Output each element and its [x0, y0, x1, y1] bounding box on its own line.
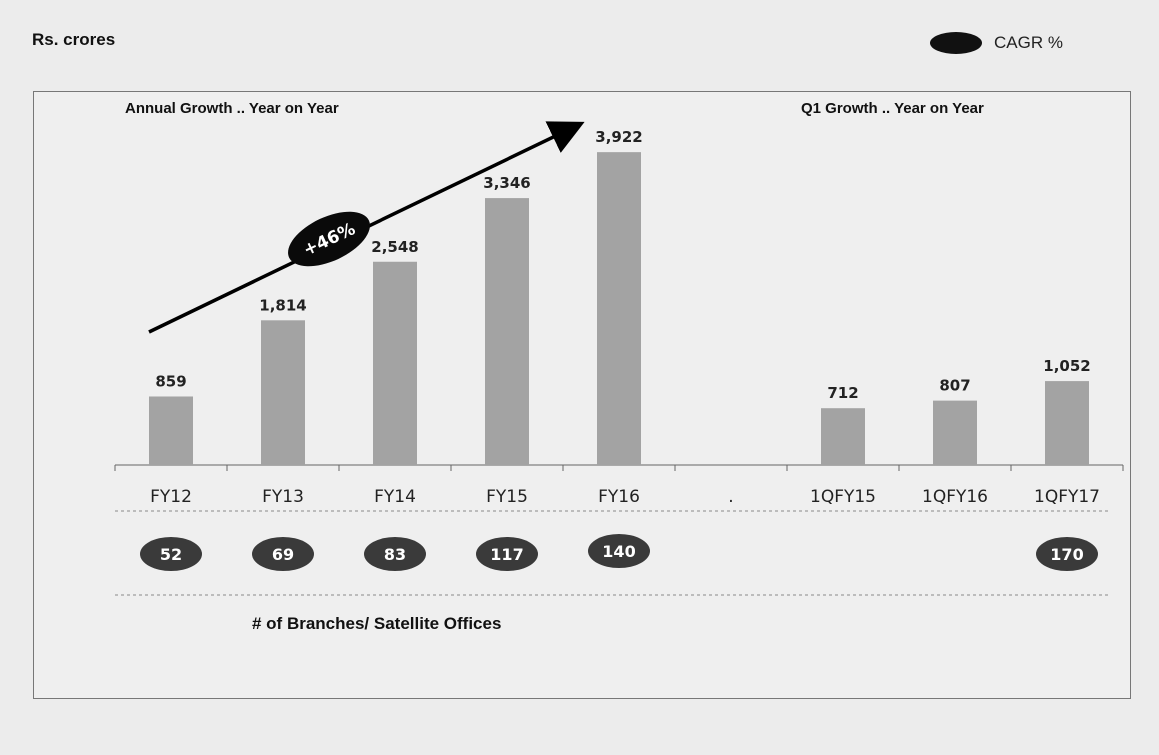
x-tick-label: FY13 [262, 487, 304, 507]
cagr-ellipse [288, 211, 370, 267]
bar-value-label: 2,548 [371, 238, 418, 256]
bar-value-label: 3,346 [483, 174, 530, 192]
x-tick-label: 1QFY15 [810, 487, 876, 507]
branch-count-label: 69 [272, 545, 294, 564]
bar-fy16 [597, 152, 641, 465]
branches-footnote: # of Branches/ Satellite Offices [252, 614, 502, 633]
annual-section-title: Annual Growth .. Year on Year [125, 100, 339, 117]
branch-count-badge [252, 537, 314, 571]
bar-1qfy15 [821, 408, 865, 465]
x-tick-label: FY15 [486, 487, 528, 507]
cagr-annotation: +46% [288, 211, 370, 267]
legend-swatch-icon [930, 32, 982, 54]
bar-value-label: 807 [939, 377, 970, 395]
bar-value-label: 3,922 [595, 128, 642, 146]
branch-count-badge [364, 537, 426, 571]
branch-count-label: 83 [384, 545, 406, 564]
chart-panel: 859 FY12 52 1,814 FY13 69 2,548 FY14 83 3,346 FY15… [33, 91, 1131, 699]
x-tick-label: FY14 [374, 487, 416, 507]
branch-count-badge [140, 537, 202, 571]
bar-fy14 [373, 261, 417, 465]
bar-value-label: 859 [155, 372, 186, 390]
bar-fy15 [485, 198, 529, 465]
branch-count-label: 170 [1050, 545, 1083, 564]
bar-1qfy16 [933, 400, 977, 465]
x-tick-label: . [728, 487, 733, 507]
legend: CAGR % [930, 32, 1063, 54]
quarterly-section-title: Q1 Growth .. Year on Year [801, 100, 984, 117]
x-tick-label: FY16 [598, 487, 640, 507]
bar-chart: 859 FY12 52 1,814 FY13 69 2,548 FY14 83 3,346 FY15… [114, 121, 1124, 596]
branch-count-badge [476, 537, 538, 571]
bar-value-label: 712 [827, 384, 858, 402]
unit-label: Rs. crores [32, 30, 116, 49]
branch-count-label: 117 [490, 545, 523, 564]
branch-count-badge [1036, 537, 1098, 571]
bar-1qfy17 [1045, 381, 1089, 465]
bar-value-label: 1,814 [259, 296, 306, 314]
bar-value-label: 1,052 [1043, 357, 1090, 375]
branch-count-badge [588, 534, 650, 568]
legend-label: CAGR % [994, 33, 1063, 52]
branch-count-label: 52 [160, 545, 182, 564]
x-tick-label: 1QFY17 [1034, 487, 1100, 507]
x-tick-label: 1QFY16 [922, 487, 988, 507]
bar-fy12 [149, 396, 193, 465]
bar-fy13 [261, 320, 305, 465]
x-tick-label: FY12 [150, 487, 192, 507]
branch-count-label: 140 [602, 542, 635, 561]
